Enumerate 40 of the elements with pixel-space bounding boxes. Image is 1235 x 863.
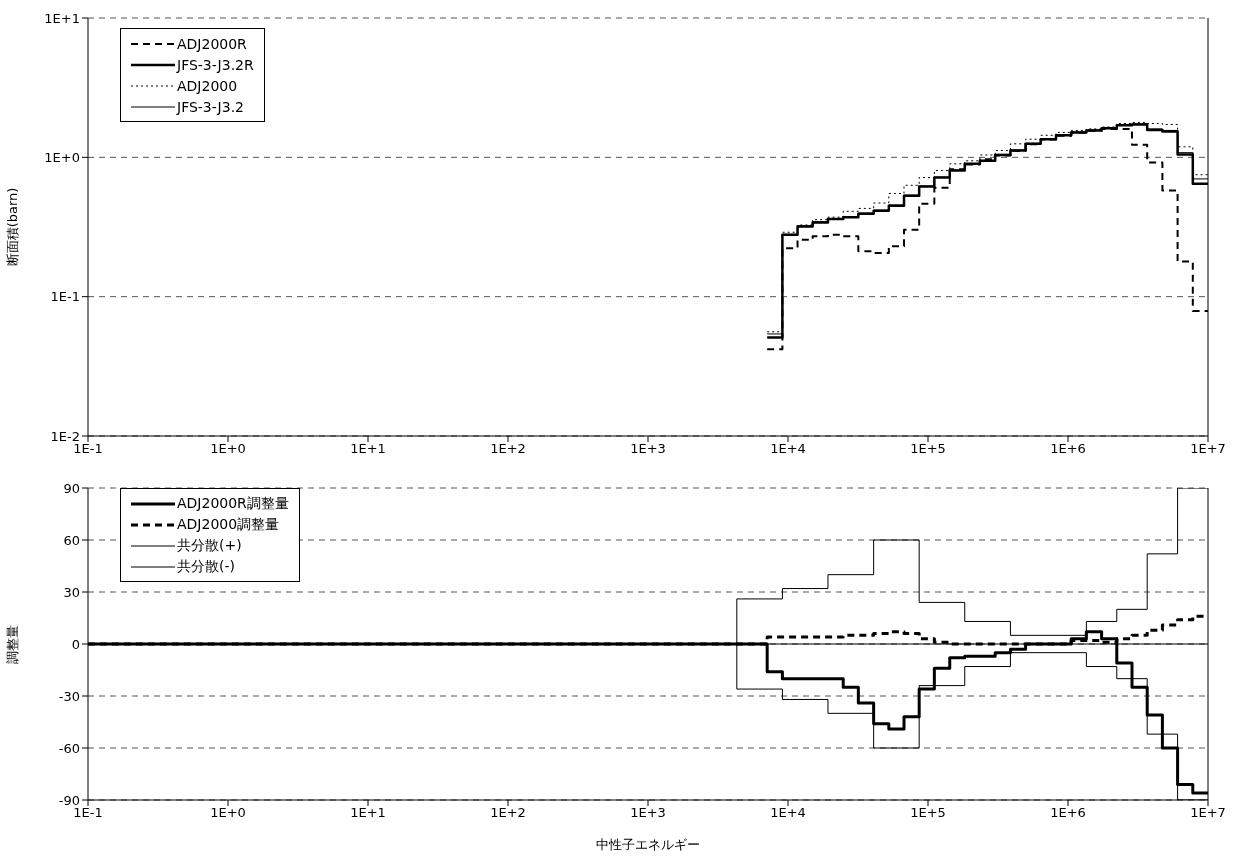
x-tick-label: 1E+7 (1190, 805, 1226, 821)
y-tick-label: 1E+0 (44, 149, 80, 165)
x-tick-label: 1E+3 (630, 805, 666, 821)
x-tick-label: 1E+6 (1050, 441, 1086, 457)
legend-label: JFS-3-J3.2 (177, 98, 245, 115)
x-tick-label: 1E+0 (210, 441, 246, 457)
y-tick-label: 1E+1 (44, 10, 80, 26)
x-tick-label: 1E+5 (910, 441, 946, 457)
x-tick-label: 1E+4 (770, 441, 806, 457)
x-tick-label: 1E+2 (490, 441, 526, 457)
y-tick-label: 1E-1 (50, 289, 80, 305)
x-tick-label: 1E+5 (910, 805, 946, 821)
y-tick-label: 30 (63, 584, 80, 600)
legend-label: ADJ2000 (177, 77, 238, 94)
x-axis-title: 中性子エネルギー (595, 836, 701, 854)
y-tick-label: -30 (58, 688, 80, 704)
x-tick-label: 1E+1 (350, 441, 386, 457)
legend-label: ADJ2000調整量 (177, 515, 280, 534)
x-tick-label: 1E-1 (73, 805, 103, 821)
x-tick-label: 1E+3 (630, 441, 666, 457)
x-tick-label: 1E+1 (350, 805, 386, 821)
legend-label: JFS-3-J3.2R (177, 56, 254, 73)
x-tick-label: 1E+0 (210, 805, 246, 821)
x-tick-label: 1E+7 (1190, 441, 1226, 457)
legend-label: ADJ2000R (177, 35, 247, 52)
legend-label: 共分散(+) (177, 536, 242, 555)
x-tick-label: 1E-1 (73, 441, 103, 457)
y-axis-title: 調整量 (4, 624, 20, 664)
y-tick-label: 60 (63, 532, 80, 548)
legend-label: ADJ2000R調整量 (177, 494, 289, 513)
y-tick-label: -60 (58, 740, 80, 756)
y-axis-title: 断面積(barn) (4, 187, 20, 267)
y-tick-label: 0 (71, 636, 80, 652)
x-tick-label: 1E+2 (490, 805, 526, 821)
x-tick-label: 1E+4 (770, 805, 806, 821)
y-tick-label: 90 (63, 480, 80, 496)
legend-label: 共分散(-) (177, 557, 235, 576)
x-tick-label: 1E+6 (1050, 805, 1086, 821)
y-tick-label: 1E-2 (50, 428, 80, 444)
y-tick-label: -90 (58, 792, 80, 808)
